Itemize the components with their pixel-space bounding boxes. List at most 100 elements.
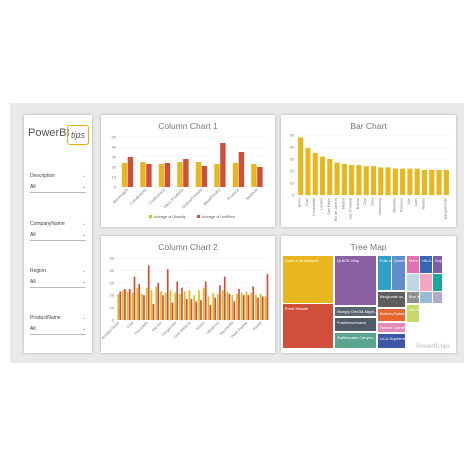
treemap-tile[interactable]: Ernst Handel (283, 304, 334, 349)
y-tick-label: 20 (290, 169, 295, 174)
column-bar (247, 295, 250, 320)
x-tick-label: Ravioli (252, 321, 263, 332)
bar-chart-panel[interactable]: Bar Chart 0 10 20 30 40 50 Boise Graz Cunewalde L… (281, 115, 456, 227)
column-bar (214, 164, 220, 187)
y-tick-label: 40 (112, 145, 117, 150)
slicer-dropdown[interactable]: All ⌄ (30, 279, 86, 288)
treemap-tile[interactable] (433, 292, 443, 304)
x-tick-label: London (320, 198, 324, 210)
treemap-tile[interactable] (433, 274, 443, 292)
column-bar (195, 162, 202, 187)
x-tick-label: Chai (126, 321, 134, 329)
x-tick-label: Filo Mix (151, 321, 163, 333)
column-bar (240, 292, 243, 320)
tree-map[interactable]: Save-a-lot Markets Ernst Handel QUICK-Stop… (281, 236, 456, 353)
column-bar (141, 293, 143, 320)
slicer-label: Region (30, 268, 46, 274)
column-bar (127, 157, 134, 187)
logo-suffix: tips (67, 125, 89, 145)
bar-chart[interactable]: 0 10 20 30 40 50 Boise Graz Cunewalde London Sao P… (281, 115, 456, 227)
column-chart-1-panel[interactable]: Column Chart 1 0 10 20 30 40 50 Beverages Condi… (101, 115, 275, 227)
column-bar (228, 293, 231, 320)
treemap-tile[interactable]: HILA... (420, 256, 433, 274)
column-bar (223, 276, 226, 320)
y-tick-label: 50 (112, 135, 117, 140)
treemap-tile[interactable]: Queen Cozin... (392, 256, 406, 291)
slicer-panel: PowerBI tips Description ⌄ All ⌄ CompanyN… (24, 115, 92, 353)
chevron-down-icon[interactable]: ⌄ (81, 315, 86, 321)
x-tick-label: Barquisimeto (443, 198, 447, 219)
treemap-tile[interactable] (420, 292, 433, 304)
treemap-tile[interactable]: Old World Delicat... (407, 305, 420, 323)
slicer-description[interactable]: Description ⌄ All ⌄ (30, 173, 86, 193)
treemap-tile[interactable]: LILA-Supermer... (378, 334, 406, 349)
bar (341, 163, 347, 195)
x-tick-label: Confections (147, 187, 165, 205)
bar (429, 169, 435, 195)
column-bar (193, 295, 196, 320)
dropdown-arrow-icon: ⌄ (81, 184, 86, 190)
x-tick-label: Seafood (244, 187, 258, 201)
column-bar (207, 296, 210, 320)
treemap-tile[interactable]: Mère P... (407, 256, 420, 274)
column-bar (242, 295, 245, 320)
column-chart-2[interactable]: 0 10 20 30 40 50 Aniseed Syrup Chai Chocolade Fil… (101, 236, 275, 353)
x-tick-label: Bräcke (356, 198, 360, 209)
column-bar (171, 302, 174, 320)
column-bar (150, 290, 153, 320)
treemap-tile[interactable]: Hungry Owl All-Night... (335, 307, 377, 317)
treemap-tile[interactable]: QUICK-Stop (335, 256, 377, 306)
y-tick-label: 10 (110, 305, 115, 310)
treemap-tile[interactable]: Supr... (433, 256, 443, 274)
treemap-tile[interactable]: Berglunds sn... (378, 292, 406, 308)
column-chart-2-panel[interactable]: Column Chart 2 0 10 20 30 40 50 Aniseed Syrup C… (101, 236, 275, 353)
column-bar (250, 292, 253, 320)
x-tick-label: Meat/Poultry (202, 187, 221, 206)
tree-map-panel[interactable]: Tree Map Save-a-lot Markets Ernst Handel Q… (281, 236, 456, 353)
y-tick-label: 10 (290, 181, 295, 186)
treemap-tile[interactable]: Bon app' (407, 292, 420, 304)
column-bar (245, 291, 248, 320)
treemap-tile[interactable]: Save-a-lot Markets (283, 256, 334, 304)
y-tick-label: 40 (290, 145, 295, 150)
legend-label: Average of UnitPrice (202, 215, 235, 219)
slicer-dropdown[interactable]: All ⌄ (30, 326, 86, 335)
column-bar (179, 293, 181, 320)
y-tick-label: 30 (110, 280, 115, 285)
chevron-down-icon[interactable]: ⌄ (81, 221, 86, 227)
column-chart-1[interactable]: 0 10 20 30 40 50 Beverages Condiments Confection… (101, 115, 275, 227)
treemap-tile[interactable]: Hanari Carnes (378, 323, 406, 333)
chart-title: Bar Chart (350, 121, 387, 131)
chevron-down-icon[interactable]: ⌄ (81, 173, 86, 179)
slicer-company-name[interactable]: CompanyName ⌄ All ⌄ (30, 221, 86, 241)
column-bar (124, 289, 126, 320)
treemap-tile[interactable]: Bottom-Dollar Markets (378, 309, 406, 322)
column-bar (143, 295, 145, 320)
slicer-label: ProductName (30, 315, 61, 321)
treemap-tile[interactable]: Folk o... (378, 256, 392, 291)
bar (363, 166, 369, 195)
treemap-tile[interactable]: Frankenversand (335, 318, 377, 332)
x-tick-label: Aniseed Syrup (101, 321, 120, 340)
y-tick-label: 0 (292, 193, 295, 198)
y-tick-label: 50 (290, 133, 295, 138)
bar (334, 162, 340, 195)
slicer-product-name[interactable]: ProductName ⌄ All ⌄ (30, 315, 86, 335)
slicer-dropdown[interactable]: All ⌄ (30, 184, 86, 193)
column-bar (174, 292, 177, 320)
x-tick-label: Sao Paulo (327, 198, 331, 215)
treemap-tile[interactable]: Rattlesnake Canyon... (335, 333, 377, 349)
y-tick-label: 20 (112, 165, 117, 170)
slicer-dropdown[interactable]: All ⌄ (30, 232, 86, 241)
column-bar (212, 292, 215, 320)
column-bar (252, 286, 255, 320)
chevron-down-icon[interactable]: ⌄ (81, 268, 86, 274)
treemap-tile[interactable] (407, 274, 420, 292)
x-tick-label: Condiments (129, 187, 148, 206)
treemap-tile[interactable] (420, 274, 433, 292)
bar (392, 168, 398, 195)
column-bar (176, 281, 179, 320)
y-tick-label: 30 (290, 157, 295, 162)
slicer-region[interactable]: Region ⌄ All ⌄ (30, 268, 86, 288)
column-bar (251, 164, 257, 187)
